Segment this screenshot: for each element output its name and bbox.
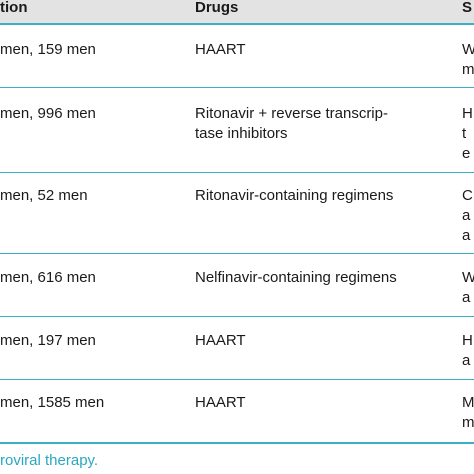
row-5-side-line-0: M xyxy=(462,394,474,411)
row-divider xyxy=(0,172,474,173)
row-1-side-line-2: e xyxy=(462,145,471,162)
row-divider xyxy=(0,253,474,254)
row-5-side-line-1: m xyxy=(462,414,474,431)
row-4-population: men, 197 men xyxy=(0,332,96,349)
row-4-side-line-1: a xyxy=(462,352,471,369)
row-0-population: men, 159 men xyxy=(0,41,96,58)
row-divider xyxy=(0,316,474,317)
row-3-drugs-line-0: Nelfinavir-containing regimens xyxy=(195,269,397,286)
row-2-population: men, 52 men xyxy=(0,187,88,204)
row-1-population: men, 996 men xyxy=(0,105,96,122)
row-1-side-line-1: t xyxy=(462,125,467,142)
header-side-effects: S xyxy=(462,0,473,16)
header-drugs: Drugs xyxy=(195,0,239,16)
table-header xyxy=(0,0,474,24)
row-3-population: men, 616 men xyxy=(0,269,96,286)
row-2-side-line-2: a xyxy=(462,227,471,244)
bottom-rule xyxy=(0,442,474,444)
row-5-population: men, 1585 men xyxy=(0,394,105,411)
header-population: tion xyxy=(0,0,28,16)
row-3-side-line-0: W xyxy=(462,269,474,286)
row-divider xyxy=(0,87,474,88)
row-0-side-line-0: W xyxy=(462,41,474,58)
row-1-drugs-line-0: Ritonavir + reverse transcrip- xyxy=(195,105,388,122)
row-1-drugs-line-1: tase inhibitors xyxy=(195,125,288,142)
header-rule xyxy=(0,23,474,25)
row-4-side-line-0: H xyxy=(462,332,473,349)
row-5-drugs-line-0: HAART xyxy=(195,394,246,411)
row-2-side-line-1: a xyxy=(462,207,471,224)
row-2-drugs-line-0: Ritonavir-containing regimens xyxy=(195,187,394,204)
table-footnote: roviral therapy. xyxy=(0,452,99,469)
row-divider xyxy=(0,379,474,380)
row-1-side-line-0: H xyxy=(462,105,473,122)
row-4-drugs-line-0: HAART xyxy=(195,332,246,349)
row-0-side-line-1: m xyxy=(462,61,474,78)
row-2-side-line-0: C xyxy=(462,187,473,204)
row-3-side-line-1: a xyxy=(462,289,471,306)
row-0-drugs-line-0: HAART xyxy=(195,41,246,58)
